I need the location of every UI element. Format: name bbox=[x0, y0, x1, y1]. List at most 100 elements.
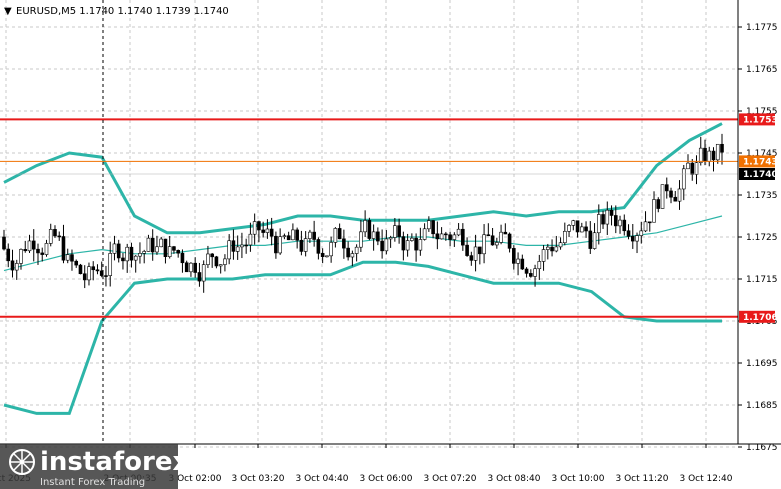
candle-body bbox=[605, 209, 610, 225]
time-tick-label: 3 Oct 08:40 bbox=[488, 474, 541, 484]
candle-body bbox=[240, 244, 244, 248]
candle-body bbox=[121, 257, 125, 262]
candle-body bbox=[6, 248, 11, 262]
candle-body bbox=[244, 244, 248, 247]
price-levels bbox=[0, 118, 738, 318]
candle-body bbox=[329, 242, 333, 257]
candle-body bbox=[371, 231, 376, 239]
candle-body bbox=[669, 190, 673, 198]
time-tick-label: 3 Oct 03:20 bbox=[232, 474, 285, 484]
candle-body bbox=[180, 252, 185, 264]
candle-body bbox=[384, 238, 389, 252]
price-tick-label: 1.1735 bbox=[746, 191, 778, 201]
candle-body bbox=[265, 228, 270, 233]
candle-body bbox=[218, 264, 223, 267]
candle-body bbox=[342, 238, 346, 249]
candle-body bbox=[142, 251, 147, 254]
candle-body bbox=[201, 264, 206, 282]
candle-body bbox=[567, 225, 571, 232]
candle-body bbox=[405, 240, 410, 251]
candle-body bbox=[431, 220, 435, 235]
candle-body bbox=[27, 240, 32, 252]
time-tick-label: 3 Oct 11:20 bbox=[616, 474, 669, 484]
candle-body bbox=[656, 199, 661, 209]
candle-body bbox=[104, 275, 108, 277]
candle-body bbox=[533, 268, 537, 277]
candle-body bbox=[269, 228, 274, 237]
watermark-brand: instaforex bbox=[40, 447, 190, 477]
candle-body bbox=[401, 236, 406, 251]
candle-body bbox=[677, 188, 682, 202]
candle-body bbox=[537, 261, 542, 270]
candle-body bbox=[359, 231, 363, 248]
candle-body bbox=[223, 258, 227, 265]
candle-body bbox=[465, 244, 469, 256]
candle-body bbox=[622, 219, 627, 232]
candle-body bbox=[316, 239, 321, 254]
candle-body bbox=[635, 235, 639, 242]
candle-body bbox=[575, 220, 580, 233]
candle-body bbox=[82, 273, 87, 281]
candle-body bbox=[478, 246, 482, 255]
bollinger-bands bbox=[3, 122, 723, 415]
candle-body bbox=[286, 235, 291, 241]
candle-body bbox=[155, 246, 159, 253]
watermark-tagline: Instant Forex Trading bbox=[40, 477, 145, 488]
candle-body bbox=[410, 237, 414, 241]
level-price-labels: 1.1753 1.1743 1.1706 1.1740 bbox=[739, 113, 778, 323]
candle-body bbox=[652, 199, 656, 223]
level-price-box bbox=[739, 113, 775, 126]
candle-body bbox=[40, 252, 45, 255]
candle-body bbox=[694, 162, 699, 175]
candle-body bbox=[163, 238, 168, 257]
candle-body bbox=[44, 243, 49, 255]
candle-body bbox=[588, 230, 593, 249]
candle-body bbox=[558, 242, 563, 248]
candle-body bbox=[112, 243, 117, 254]
candle-body bbox=[295, 229, 299, 241]
candle-body bbox=[31, 240, 36, 250]
candle-body bbox=[350, 253, 355, 258]
symbol-menu-icon[interactable]: ▼ bbox=[4, 6, 12, 17]
candlestick-series bbox=[2, 133, 724, 293]
candle-body bbox=[546, 246, 550, 250]
price-axis-bg bbox=[738, 0, 781, 444]
time-tick-label: 3 Oct 07:20 bbox=[424, 474, 477, 484]
candle-body bbox=[363, 220, 367, 233]
chart-title: EURUSD,M5 1.1740 1.1740 1.1739 1.1740 bbox=[16, 6, 229, 17]
candle-body bbox=[388, 237, 393, 240]
candle-body bbox=[36, 248, 40, 254]
candle-body bbox=[138, 253, 142, 257]
candle-body bbox=[282, 235, 287, 238]
candle-body bbox=[490, 235, 495, 246]
candle-body bbox=[91, 266, 96, 271]
watermark-bg bbox=[0, 444, 178, 489]
candle-body bbox=[367, 220, 372, 239]
candle-body bbox=[664, 184, 669, 192]
candle-body bbox=[584, 226, 588, 232]
candle-body bbox=[609, 209, 614, 216]
candle-body bbox=[639, 230, 644, 236]
candle-body bbox=[613, 215, 618, 227]
candle-body bbox=[507, 233, 512, 249]
candle-body bbox=[592, 232, 597, 249]
candle-body bbox=[133, 255, 138, 261]
level-price-box bbox=[739, 155, 775, 168]
candle-body bbox=[299, 239, 304, 252]
candle-body bbox=[601, 214, 605, 225]
price-tick-label: 1.1695 bbox=[746, 359, 778, 369]
candle-body bbox=[346, 247, 350, 258]
candle-body bbox=[596, 214, 601, 234]
candle-body bbox=[227, 240, 231, 260]
candle-body bbox=[248, 233, 253, 246]
candle-body bbox=[643, 221, 648, 232]
candle-body bbox=[563, 231, 567, 244]
level-price-box bbox=[739, 310, 775, 323]
candle-body bbox=[184, 262, 189, 273]
instaforex-logo-icon bbox=[9, 449, 35, 475]
candle-body bbox=[308, 231, 312, 239]
candle-body bbox=[456, 228, 461, 236]
candle-body bbox=[550, 246, 554, 252]
candle-body bbox=[647, 221, 652, 224]
